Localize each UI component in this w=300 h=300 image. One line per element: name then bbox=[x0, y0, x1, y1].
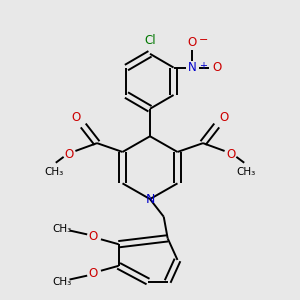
Text: N: N bbox=[145, 193, 155, 206]
Text: Cl: Cl bbox=[144, 34, 156, 46]
Text: O: O bbox=[64, 148, 73, 161]
Text: O: O bbox=[188, 35, 197, 49]
Text: O: O bbox=[88, 267, 98, 280]
Text: CH₃: CH₃ bbox=[52, 277, 71, 286]
Text: O: O bbox=[219, 111, 228, 124]
Text: O: O bbox=[227, 148, 236, 161]
Text: O: O bbox=[72, 111, 81, 124]
Text: −: − bbox=[199, 35, 209, 45]
Text: CH₃: CH₃ bbox=[52, 224, 71, 233]
Text: +: + bbox=[199, 61, 207, 70]
Text: CH₃: CH₃ bbox=[237, 167, 256, 177]
Text: O: O bbox=[88, 230, 98, 243]
Text: CH₃: CH₃ bbox=[44, 167, 63, 177]
Text: O: O bbox=[212, 61, 221, 74]
Text: N: N bbox=[188, 61, 197, 74]
